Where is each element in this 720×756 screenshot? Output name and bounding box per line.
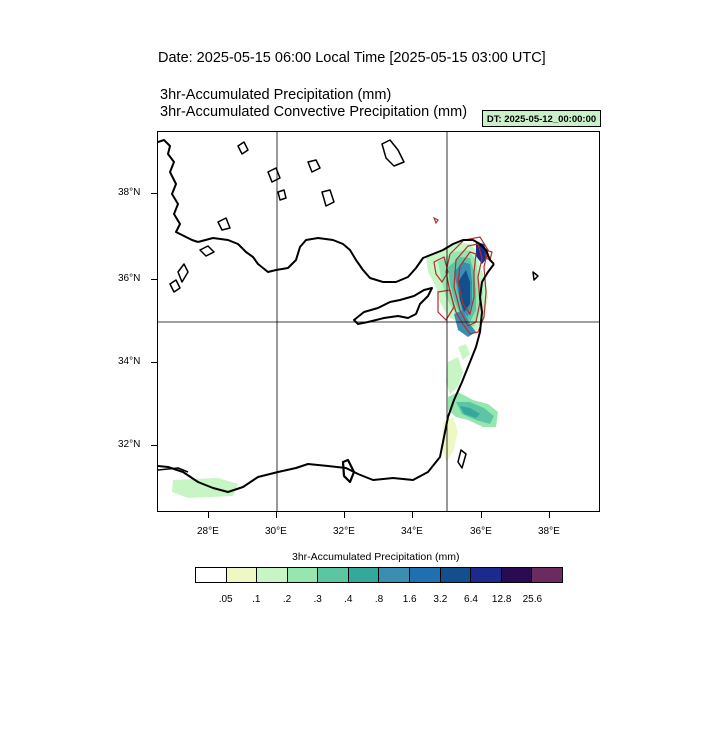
lon-label-38: 38°E: [538, 526, 560, 537]
lon-tick: [276, 512, 277, 518]
lon-label-32: 32°E: [333, 526, 355, 537]
legend-swatch: [287, 568, 319, 582]
dt-badge: DT: 2025-05-12_00:00:00: [482, 110, 601, 127]
lon-tick: [344, 512, 345, 518]
map-canvas: [158, 132, 599, 511]
lon-label-30: 30°E: [265, 526, 287, 537]
legend-label: 25.6: [522, 594, 543, 605]
lat-tick: [151, 193, 157, 194]
legend-label: 6.4: [464, 594, 478, 605]
legend-label: 3.2: [433, 594, 448, 605]
lat-tick: [151, 445, 157, 446]
legend-label: .2: [282, 594, 292, 605]
legend-swatch: [196, 568, 227, 582]
lon-tick: [412, 512, 413, 518]
legend-swatch: [226, 568, 258, 582]
legend-label: .3: [313, 594, 322, 605]
coastlines: [158, 139, 539, 493]
lon-label-34: 34°E: [401, 526, 423, 537]
legend-swatch: [348, 568, 380, 582]
lat-label-34: 34°N: [118, 356, 141, 367]
legend-swatch: [471, 568, 502, 582]
lon-tick: [549, 512, 550, 518]
precip-title: 3hr-Accumulated Precipitation (mm): [160, 87, 392, 103]
legend-swatch: [318, 568, 349, 582]
lon-label-36: 36°E: [470, 526, 492, 537]
lat-tick: [151, 279, 157, 280]
legend-label: .05: [218, 594, 233, 605]
legend-title: 3hr-Accumulated Precipitation (mm): [292, 551, 460, 563]
legend-label: .4: [344, 594, 353, 605]
legend-swatch: [440, 568, 472, 582]
lat-label-36: 36°N: [118, 273, 141, 284]
map-panel: [157, 131, 600, 512]
lon-tick: [208, 512, 209, 518]
lat-label-32: 32°N: [118, 439, 141, 450]
precipitation-field: [172, 242, 498, 498]
convective-precip-title: 3hr-Accumulated Convective Precipitation…: [160, 104, 468, 120]
legend-swatch: [379, 568, 411, 582]
legend-label: .8: [374, 594, 384, 605]
lat-label-38: 38°N: [118, 187, 141, 198]
legend-label: 1.6: [402, 594, 417, 605]
legend-swatch: [532, 568, 562, 582]
legend-label: .1: [252, 594, 261, 605]
gridlines: [158, 132, 599, 511]
lon-tick: [481, 512, 482, 518]
legend-swatch: [501, 568, 533, 582]
legend-colorbar: [195, 567, 563, 583]
date-title: Date: 2025-05-15 06:00 Local Time [2025-…: [158, 50, 546, 66]
legend-label: 12.8: [491, 594, 512, 605]
lon-label-28: 28°E: [197, 526, 219, 537]
legend-swatch: [410, 568, 441, 582]
legend-swatch: [257, 568, 288, 582]
lat-tick: [151, 362, 157, 363]
